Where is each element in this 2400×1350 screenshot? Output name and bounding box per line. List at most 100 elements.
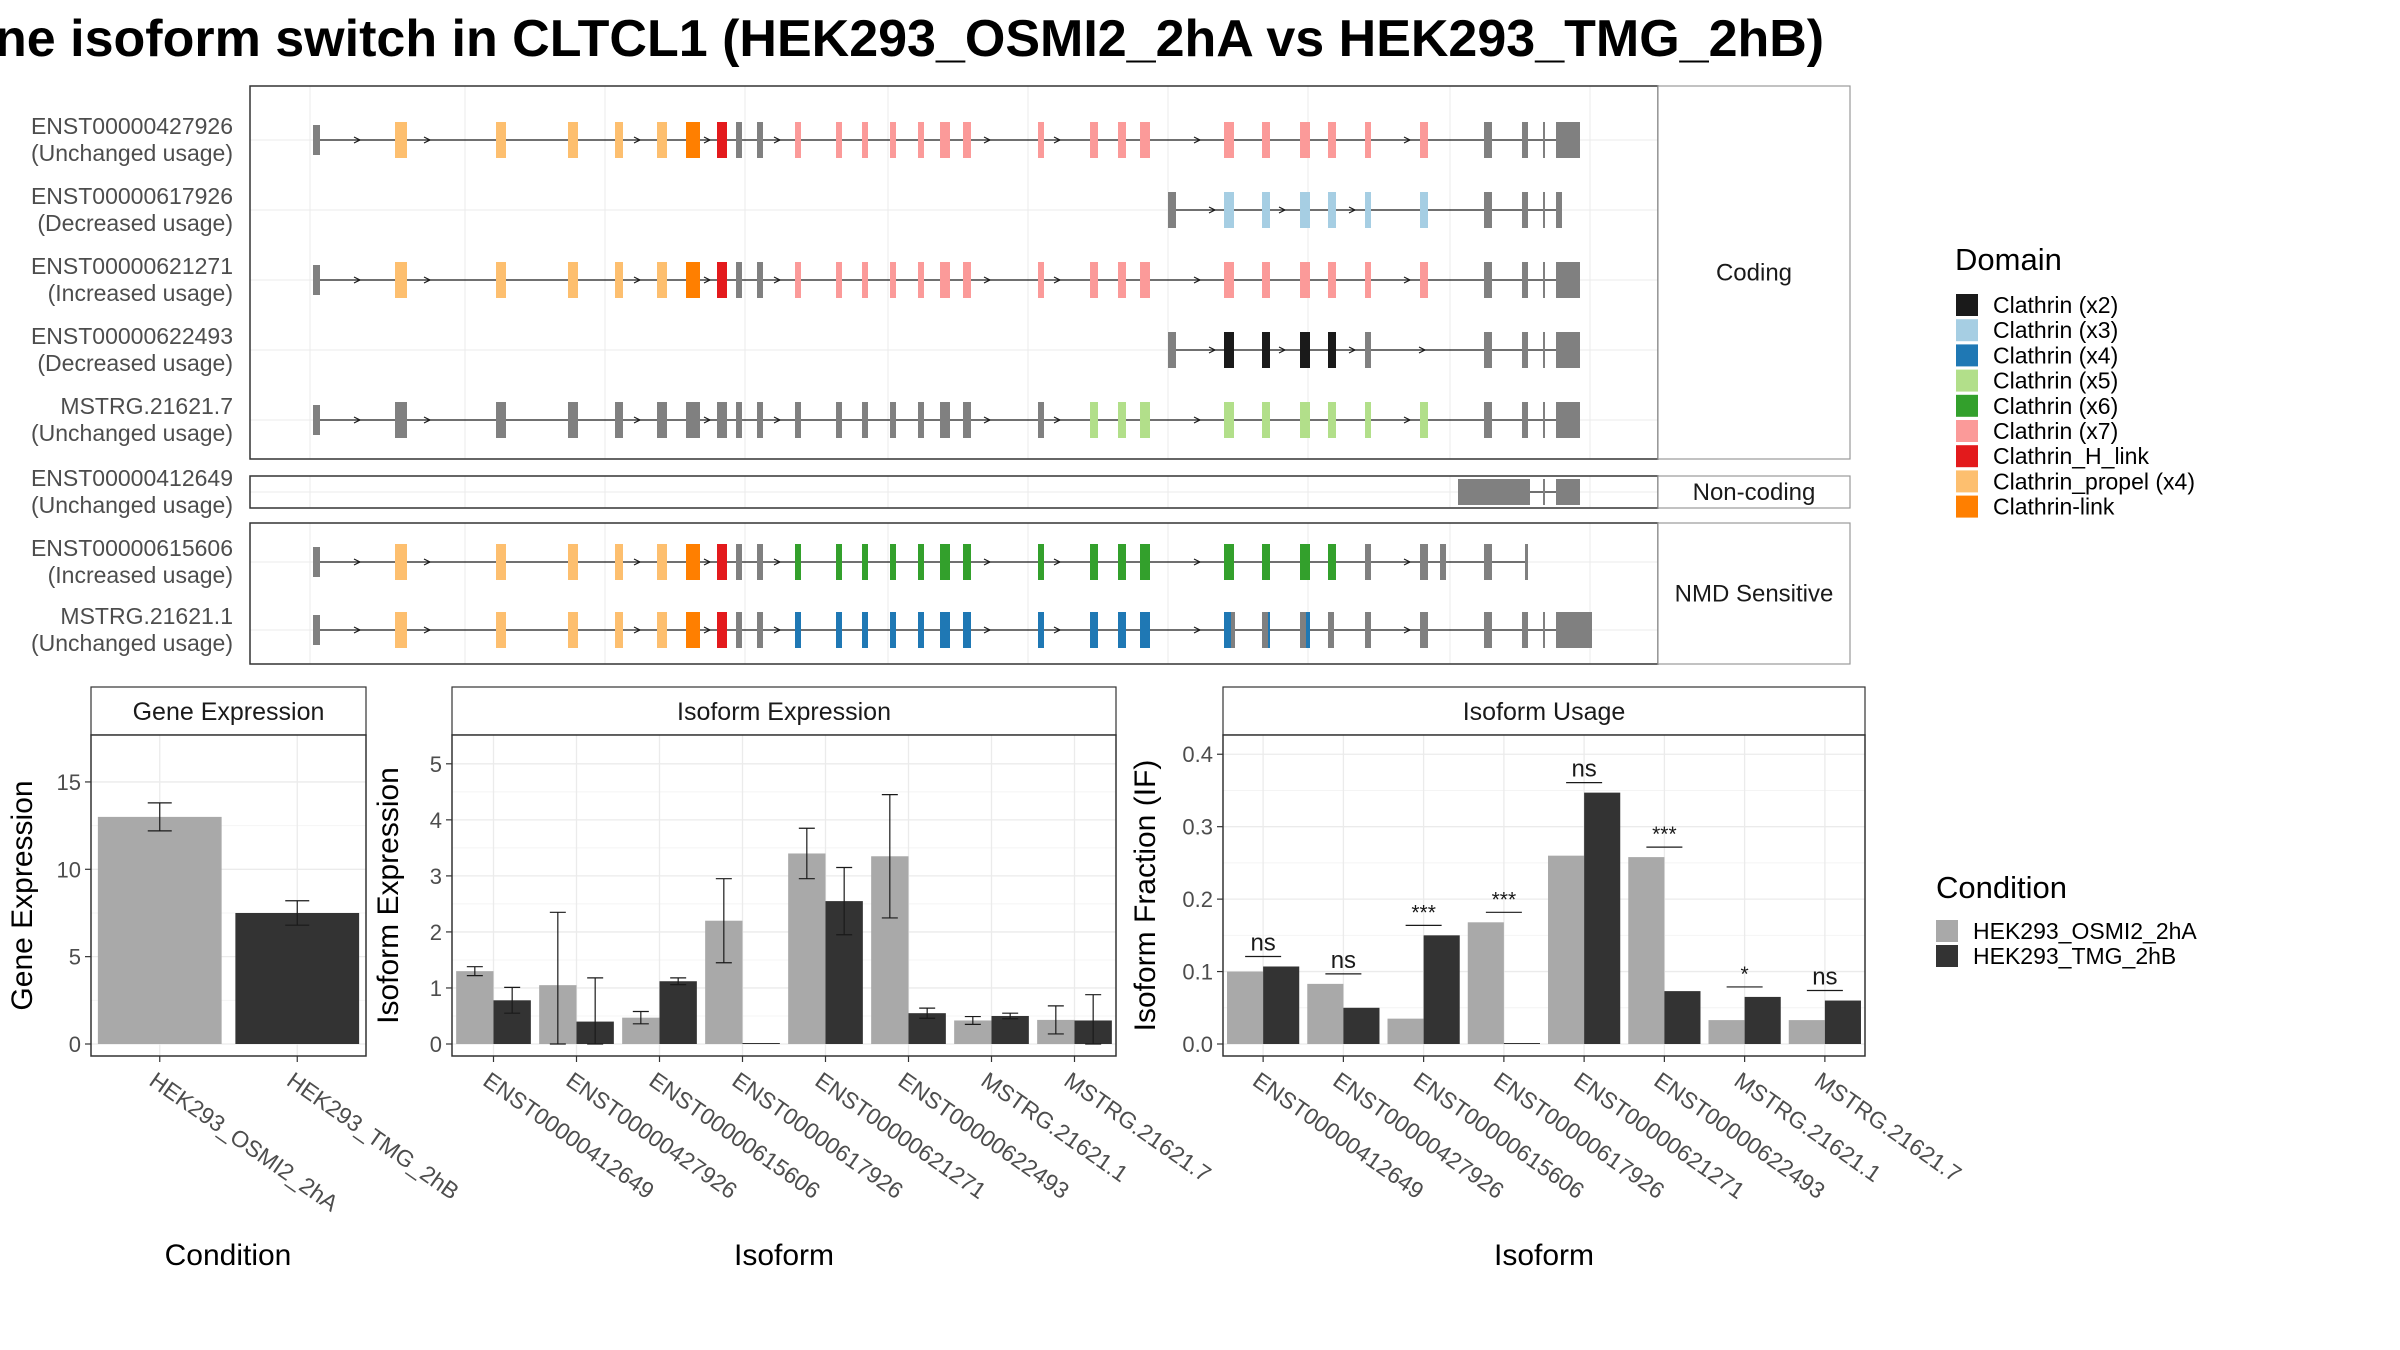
significance-label: ns xyxy=(1250,929,1275,956)
exon xyxy=(1543,479,1545,505)
error-bar xyxy=(587,977,604,1045)
domain-legend-label: Clathrin (x7) xyxy=(1993,418,2118,444)
direction-arrow xyxy=(773,416,782,424)
exon xyxy=(313,405,320,435)
transcript-row xyxy=(313,262,1580,298)
transcript-row xyxy=(313,122,1580,158)
bar xyxy=(1387,1018,1424,1044)
exon xyxy=(795,122,801,158)
bar xyxy=(1664,991,1701,1044)
exon xyxy=(1300,192,1310,228)
exon xyxy=(717,544,727,580)
exon xyxy=(1224,192,1234,228)
facet-strip xyxy=(1657,475,1851,509)
y-tick-label: 0.3 xyxy=(1182,815,1213,840)
direction-arrow xyxy=(1193,626,1202,634)
y-axis-title: Isoform Expression xyxy=(372,767,405,1024)
exon xyxy=(1038,262,1044,298)
bar xyxy=(1467,922,1504,1044)
domain-legend-swatch xyxy=(1956,394,1978,417)
y-tick-label: 0 xyxy=(430,1032,442,1057)
exon xyxy=(1420,192,1428,228)
transcript-id-label: ENST00000617926 xyxy=(31,183,233,209)
exon xyxy=(1365,122,1371,158)
exon xyxy=(1224,612,1234,648)
error-bar xyxy=(504,986,521,1014)
transcript-usage-label: (Decreased usage) xyxy=(37,210,233,236)
exon xyxy=(1300,332,1310,368)
panel-title: Isoform Usage xyxy=(1463,698,1626,726)
significance-label: * xyxy=(1741,963,1749,986)
exon xyxy=(1522,262,1528,298)
exon xyxy=(1556,479,1580,505)
exon xyxy=(395,122,407,158)
plot-border xyxy=(1222,734,1866,1057)
bar xyxy=(1788,1020,1825,1044)
direction-arrow xyxy=(1053,416,1062,424)
exon xyxy=(395,402,407,438)
exon xyxy=(940,612,950,648)
exon xyxy=(795,544,801,580)
direction-arrow xyxy=(353,416,362,424)
exon xyxy=(1328,544,1336,580)
bar xyxy=(659,981,697,1044)
exon xyxy=(1522,332,1528,368)
exon xyxy=(862,122,868,158)
bar xyxy=(456,971,494,1044)
direction-arrow xyxy=(633,416,642,424)
exon xyxy=(1522,402,1528,438)
exon xyxy=(757,544,763,580)
exon xyxy=(1262,612,1268,648)
exon xyxy=(1224,262,1234,298)
exon xyxy=(795,262,801,298)
exon xyxy=(1365,612,1371,648)
bar xyxy=(1548,855,1585,1044)
exon xyxy=(1365,262,1371,298)
bar xyxy=(954,1020,992,1044)
y-tick-label: 0.2 xyxy=(1182,887,1213,912)
direction-arrow xyxy=(773,558,782,566)
exon xyxy=(657,544,667,580)
direction-arrow xyxy=(1348,346,1357,354)
domain-legend-label: Clathrin_H_link xyxy=(1993,443,2149,469)
facet-strip-label: Non-coding xyxy=(1693,479,1816,506)
direction-arrow xyxy=(1053,136,1062,144)
direction-arrow xyxy=(1053,276,1062,284)
domain-legend-title: Domain xyxy=(1955,242,2062,277)
exon xyxy=(1224,332,1234,368)
exon xyxy=(1484,402,1492,438)
exon xyxy=(615,402,623,438)
bar xyxy=(991,1015,1029,1044)
significance-label: *** xyxy=(1492,888,1517,911)
domain-legend-swatch xyxy=(1956,420,1978,442)
bar xyxy=(1263,966,1300,1044)
exon xyxy=(862,402,868,438)
error-bar xyxy=(919,1007,936,1019)
error-bar xyxy=(715,878,732,964)
transcript-id-label: MSTRG.21621.7 xyxy=(60,393,233,419)
y-tick-label: 15 xyxy=(57,770,81,795)
transcript-usage-label: (Unchanged usage) xyxy=(31,630,233,656)
error-bar xyxy=(798,827,815,880)
condition-legend-label: HEK293_TMG_2hB xyxy=(1973,943,2176,969)
exon xyxy=(1262,122,1270,158)
bar xyxy=(1628,857,1665,1044)
domain-legend-swatch xyxy=(1956,445,1978,468)
exon xyxy=(717,262,727,298)
exon xyxy=(1140,402,1150,438)
y-tick-label: 0.1 xyxy=(1182,960,1213,985)
direction-arrow xyxy=(1208,206,1217,214)
exon xyxy=(1262,192,1270,228)
exon xyxy=(1168,332,1176,368)
exon xyxy=(1420,402,1428,438)
direction-arrow xyxy=(703,136,712,144)
exon xyxy=(757,122,763,158)
exon xyxy=(1484,122,1492,158)
exon xyxy=(717,612,727,648)
direction-arrow xyxy=(1193,558,1202,566)
exon xyxy=(568,262,578,298)
exon xyxy=(1365,402,1371,438)
direction-arrow xyxy=(773,136,782,144)
